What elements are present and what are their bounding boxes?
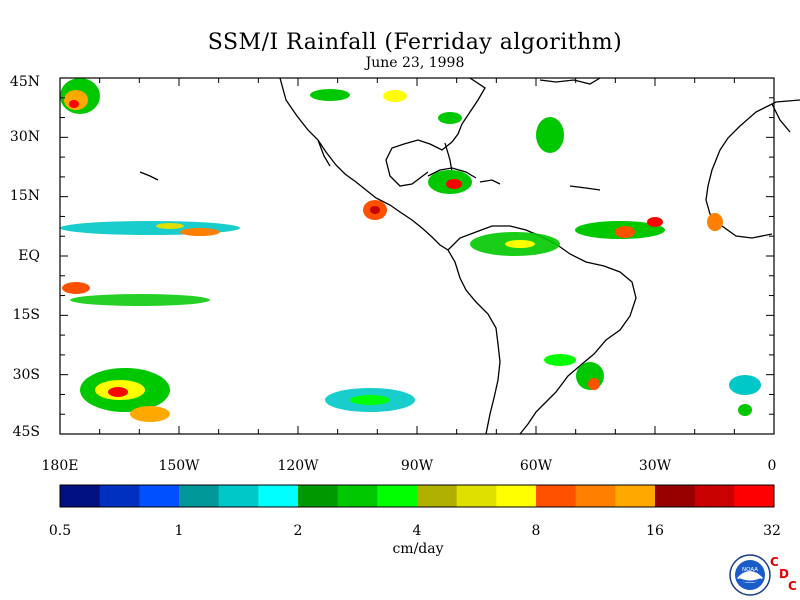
cdc-letter-c1: C	[770, 555, 779, 569]
lon-label-150w: 150W	[158, 458, 200, 474]
colorbar-tick-label: 32	[763, 523, 781, 539]
lon-label-30w: 30W	[638, 458, 672, 474]
colorbar-swatch	[99, 485, 140, 507]
colorbar-swatch	[60, 485, 101, 507]
lat-label-15n: 15N	[9, 188, 40, 204]
map-title: SSM/I Rainfall (Ferriday algorithm)	[207, 30, 623, 55]
colorbar-swatch	[258, 485, 299, 507]
colorbar-swatch	[337, 485, 378, 507]
colorbar-swatch	[298, 485, 339, 507]
lon-label-0: 0	[767, 458, 777, 474]
lon-label-90w: 90W	[400, 458, 434, 474]
colorbar-tick-label: 0.5	[48, 523, 72, 539]
colorbar-swatch	[179, 485, 220, 507]
colorbar-tick-label: 4	[412, 523, 422, 539]
axis-ticks	[59, 77, 775, 435]
colorbar-swatch	[377, 485, 418, 507]
colorbar-swatch	[694, 485, 735, 507]
colorbar-swatch	[734, 485, 775, 507]
colorbar-swatch	[456, 485, 497, 507]
noaa-logo-icon: NOAA	[729, 554, 771, 596]
colorbar-tick-label: 1	[174, 523, 184, 539]
lat-label-45n: 45N	[9, 74, 40, 90]
colorbar-swatch	[218, 485, 259, 507]
colorbar-tick-label: 16	[646, 523, 664, 539]
colorbar-units: cm/day	[392, 541, 444, 557]
colorbar-swatch	[615, 485, 656, 507]
logo-text: NOAA	[742, 567, 758, 573]
colorbar-tick-label: 2	[293, 523, 303, 539]
map-frame	[59, 77, 775, 435]
colorbar-tick-label: 8	[531, 523, 541, 539]
colorbar-swatch	[655, 485, 696, 507]
rainfall-patches	[60, 78, 761, 422]
colorbar-frame	[59, 484, 775, 508]
lon-label-60w: 60W	[519, 458, 553, 474]
lat-label-15s: 15S	[12, 307, 40, 323]
cdc-letter-c2: C	[788, 579, 797, 593]
colorbar-swatch	[496, 485, 537, 507]
lat-label-eq: EQ	[18, 248, 40, 264]
lat-label-45s: 45S	[12, 424, 40, 440]
lon-label-120w: 120W	[277, 458, 319, 474]
colorbar-swatch	[536, 485, 577, 507]
colorbar-swatch	[139, 485, 180, 507]
colorbar-swatch	[575, 485, 616, 507]
coastlines	[139, 77, 800, 435]
colorbar	[60, 485, 775, 507]
lat-label-30n: 30N	[9, 129, 40, 145]
lon-label-180e: 180E	[41, 458, 79, 474]
map-subtitle: June 23, 1998	[365, 55, 465, 71]
lat-label-30s: 30S	[12, 367, 40, 383]
cdc-letter-d: D	[779, 567, 789, 581]
colorbar-swatch	[417, 485, 458, 507]
